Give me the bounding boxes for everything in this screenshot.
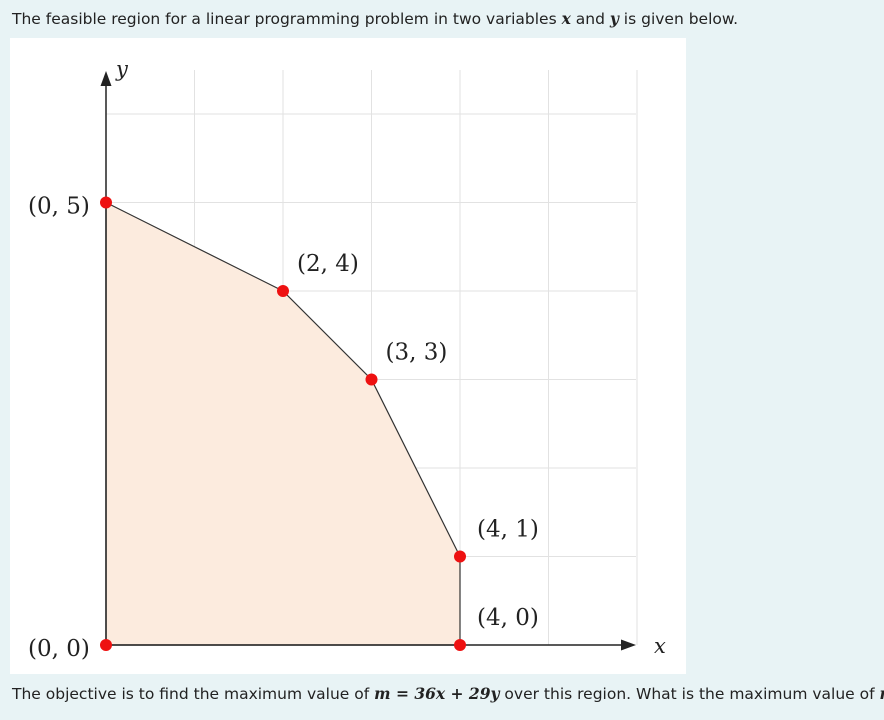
feasible-region-chart: xy (0, 0)(0, 5)(2, 4)(3, 3)(4, 1)(4, 0) [28,57,666,663]
y-axis-label: y [115,57,129,81]
vertex-points [100,196,466,651]
vertex-point [454,639,466,651]
axes: xy [100,57,666,658]
x-axis-label: x [654,634,666,658]
objective-function: m = 36x + 29y [374,684,500,703]
vertex-label: (4, 0) [477,605,539,631]
variable-x: x [561,9,571,28]
vertex-point [100,196,112,209]
closing-text-before: The objective is to find the maximum val… [12,685,375,703]
vertex-label: (3, 3) [386,340,448,366]
vertex-label: (0, 5) [28,194,90,220]
vertex-label: (4, 1) [477,517,539,543]
and-word: and [570,10,610,28]
x-axis-arrowhead [621,639,636,651]
intro-text-after: is given below. [618,10,739,28]
vertex-label: (2, 4) [297,251,359,277]
variable-m: m [880,684,884,703]
y-axis-arrowhead [100,71,112,86]
vertex-point [100,639,112,651]
vertex-point [454,550,466,563]
vertex-labels: (0, 0) (0, 5) (2, 4) (3, 3) (4, 1) (4, 0) [28,194,539,663]
variable-y: y [609,9,619,28]
question-intro: The feasible region for a linear program… [12,9,738,29]
vertex-point [277,285,289,297]
question-closing: The objective is to find the maximum val… [12,684,884,704]
vertex-point [365,373,378,386]
intro-text-before: The feasible region for a linear program… [12,10,562,28]
closing-text-middle: over this region. What is the maximum va… [499,685,880,703]
vertex-label: (0, 0) [28,636,90,662]
